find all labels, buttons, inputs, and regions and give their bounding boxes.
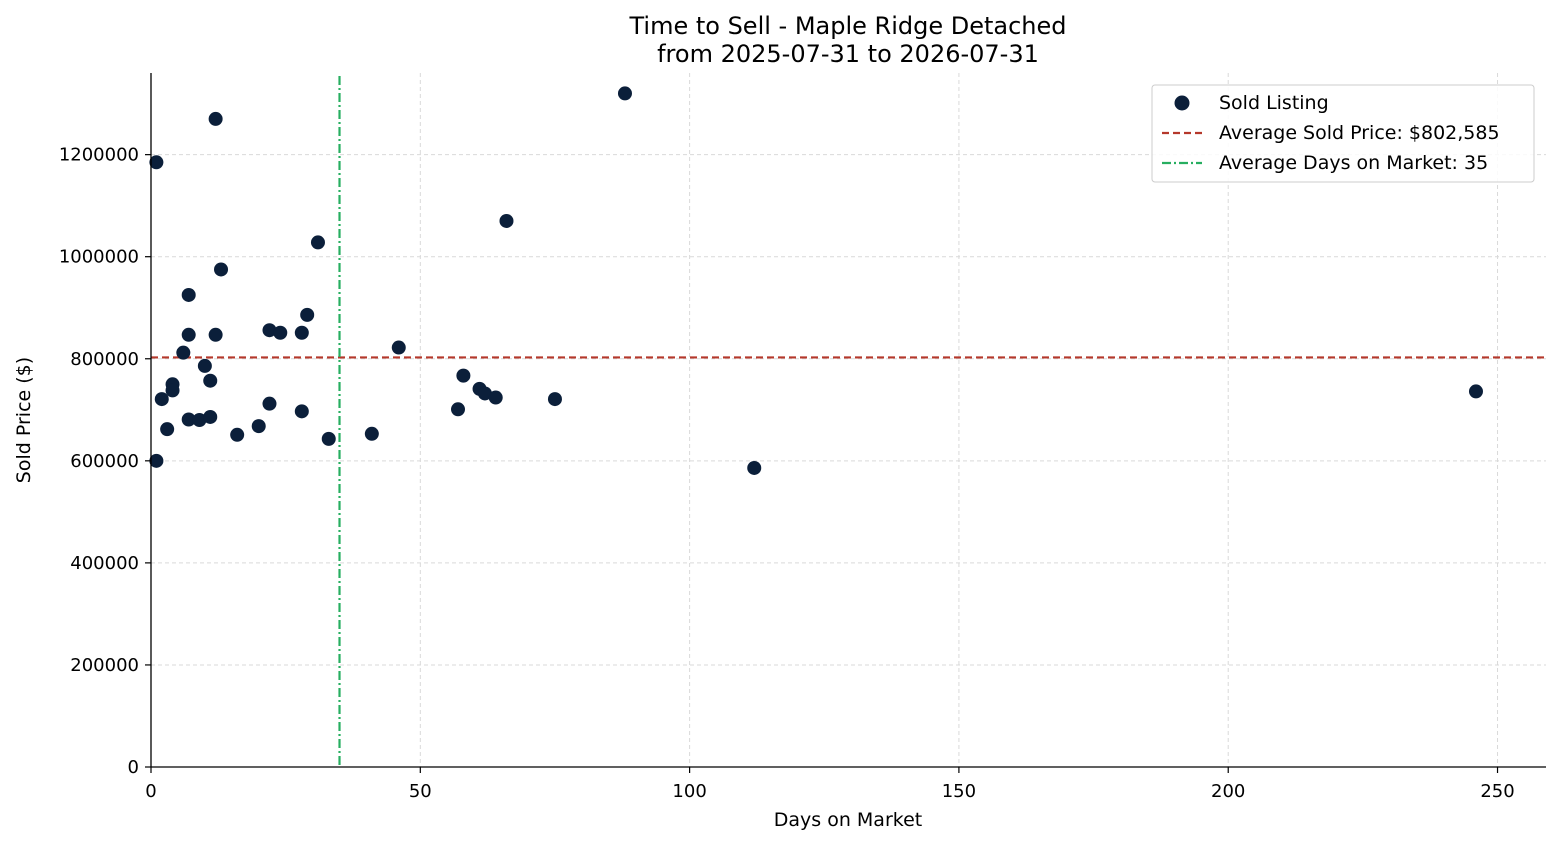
legend-label-average-price: Average Sold Price: $802,585 (1219, 122, 1500, 144)
data-point (208, 111, 223, 126)
data-point (160, 422, 175, 437)
data-point (451, 402, 466, 417)
x-tick-label: 50 (409, 781, 432, 802)
data-point (391, 340, 406, 355)
data-point (499, 213, 514, 228)
data-point (208, 327, 223, 342)
y-tick-label: 800000 (70, 349, 139, 370)
y-axis-ticks: 0 200000 400000 600000 800000 1000000 1200000 (59, 145, 151, 778)
data-point (477, 386, 492, 401)
y-tick-label: 1200000 (59, 145, 139, 166)
x-axis-ticks: 0 50 100 150 200 250 (145, 767, 1515, 802)
data-point (192, 413, 207, 427)
scatter-points (149, 86, 1483, 475)
data-point (203, 409, 218, 424)
data-point (181, 412, 196, 427)
data-point (176, 345, 191, 360)
data-point (617, 86, 632, 101)
legend-label-sold-listing: Sold Listing (1219, 92, 1329, 114)
x-axis-label: Days on Market (774, 809, 922, 831)
data-point (456, 368, 471, 383)
legend-marker-sold-listing (1174, 95, 1190, 111)
data-point (1468, 384, 1483, 399)
data-point (181, 327, 196, 342)
x-tick-label: 200 (1211, 781, 1245, 802)
y-tick-label: 1000000 (59, 247, 139, 268)
x-tick-label: 100 (672, 781, 706, 802)
data-point (364, 426, 379, 441)
legend-box (1151, 84, 1535, 183)
data-point (149, 453, 164, 468)
data-point (294, 325, 309, 340)
legend-label-average-days: Average Days on Market: 35 (1219, 152, 1488, 174)
data-point (251, 419, 266, 434)
legend: Sold Listing Average Sold Price: $802,58… (1151, 84, 1535, 183)
data-point (300, 307, 315, 322)
data-point (197, 358, 212, 373)
data-point (547, 392, 562, 407)
data-point (321, 431, 336, 446)
data-point (214, 262, 229, 277)
data-point (488, 390, 503, 405)
data-point (310, 235, 325, 250)
data-point (165, 383, 180, 398)
data-point (149, 155, 164, 170)
grid-lines (151, 73, 1546, 767)
y-tick-label: 200000 (70, 655, 139, 676)
data-point (181, 287, 196, 302)
data-point (262, 323, 277, 338)
chart-subtitle: from 2025-07-31 to 2026-07-31 (657, 40, 1039, 68)
data-point (230, 427, 245, 442)
data-point (262, 396, 277, 411)
reference-lines (151, 76, 1546, 767)
y-tick-label: 400000 (70, 553, 139, 574)
x-tick-label: 250 (1480, 781, 1514, 802)
data-point (154, 392, 169, 407)
data-point (747, 460, 762, 475)
data-point (294, 404, 309, 419)
y-axis-label: Sold Price ($) (13, 357, 35, 483)
y-tick-label: 600000 (70, 451, 139, 472)
x-tick-label: 150 (942, 781, 976, 802)
y-tick-label: 0 (128, 757, 139, 778)
chart-title: Time to Sell - Maple Ridge Detached (628, 12, 1066, 40)
data-point (273, 325, 288, 340)
data-point (203, 373, 218, 388)
x-tick-label: 0 (145, 781, 156, 802)
